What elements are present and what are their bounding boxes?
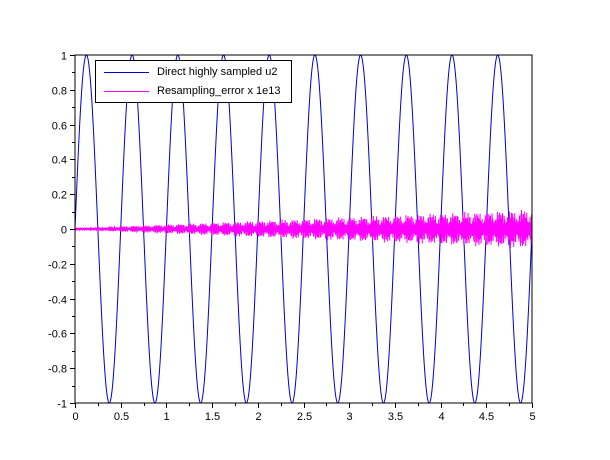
legend-item-error: Resampling_error x 1e13 <box>104 85 281 97</box>
legend-item-u2: Direct highly sampled u2 <box>104 66 281 78</box>
svg-text:2.5: 2.5 <box>297 411 312 423</box>
legend-line-sample-u2 <box>104 71 149 73</box>
svg-text:1.5: 1.5 <box>205 411 220 423</box>
svg-text:0.8: 0.8 <box>52 86 67 98</box>
svg-text:5: 5 <box>529 411 535 423</box>
svg-text:0.6: 0.6 <box>52 121 67 133</box>
svg-text:-0.6: -0.6 <box>48 329 67 341</box>
legend: Direct highly sampled u2 Resampling_erro… <box>95 60 292 103</box>
legend-label-error: Resampling_error x 1e13 <box>157 85 281 97</box>
svg-text:-0.2: -0.2 <box>48 260 67 272</box>
svg-text:4.5: 4.5 <box>479 411 494 423</box>
svg-text:-1: -1 <box>57 399 67 411</box>
svg-text:0.5: 0.5 <box>114 411 129 423</box>
svg-text:0: 0 <box>61 225 67 237</box>
svg-text:2: 2 <box>255 411 261 423</box>
svg-text:1: 1 <box>163 411 169 423</box>
svg-text:-0.8: -0.8 <box>48 364 67 376</box>
svg-text:1: 1 <box>61 51 67 63</box>
svg-text:4: 4 <box>438 411 444 423</box>
legend-line-sample-error <box>104 90 149 92</box>
svg-text:0: 0 <box>72 411 78 423</box>
svg-text:-0.4: -0.4 <box>48 295 67 307</box>
legend-label-u2: Direct highly sampled u2 <box>157 66 278 78</box>
svg-text:0.4: 0.4 <box>52 155 67 167</box>
svg-text:3: 3 <box>346 411 352 423</box>
svg-text:0.2: 0.2 <box>52 190 67 202</box>
svg-text:3.5: 3.5 <box>388 411 403 423</box>
